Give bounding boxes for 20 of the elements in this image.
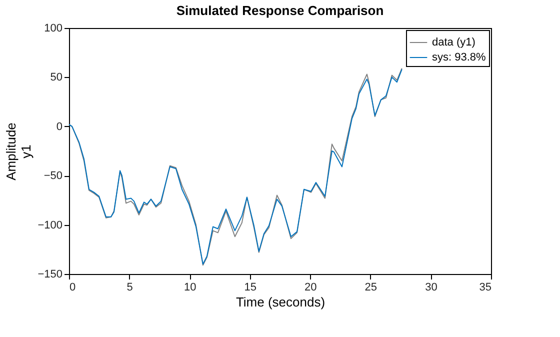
- x-tick-label: 20: [304, 282, 317, 294]
- x-tick-label: 25: [364, 282, 378, 294]
- y-tick-label: −100: [38, 219, 62, 232]
- x-tick-label: 15: [244, 282, 256, 294]
- y-tick-label: −150: [38, 268, 62, 280]
- y-tick-label: 50: [50, 72, 62, 84]
- text: y1: [18, 144, 34, 158]
- y-tick-label: 0: [56, 120, 62, 133]
- y-tick-label: −50: [44, 170, 62, 182]
- x-tick-label: 30: [425, 282, 438, 294]
- x-tick-label: 0: [70, 282, 76, 294]
- y-axis-title: Amplitude: [4, 122, 19, 180]
- y-tick-label: 100: [44, 22, 62, 34]
- legend-label: sys: 93.8%: [432, 52, 486, 64]
- x-tick-label: 35: [479, 282, 492, 294]
- x-tick-label: 5: [126, 282, 133, 294]
- legend-label: data (y1): [432, 36, 476, 48]
- chart-title: Simulated Response Comparison: [176, 3, 384, 18]
- x-axis-title: Time (seconds): [236, 294, 326, 310]
- x-tick-label: 10: [184, 282, 196, 294]
